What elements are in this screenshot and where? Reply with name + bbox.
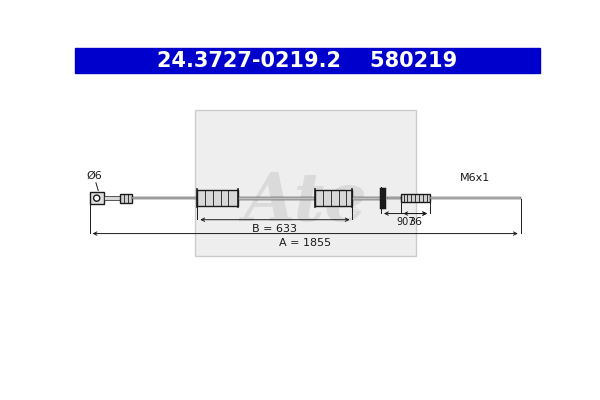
Text: A = 1855: A = 1855 xyxy=(279,238,331,248)
Bar xyxy=(75,48,540,74)
Text: M6x1: M6x1 xyxy=(460,173,490,183)
Bar xyxy=(315,190,352,206)
Bar xyxy=(104,196,120,200)
Text: ®: ® xyxy=(348,207,359,217)
Bar xyxy=(352,197,381,200)
Text: 907: 907 xyxy=(396,218,415,227)
Circle shape xyxy=(94,195,100,201)
Text: B = 633: B = 633 xyxy=(253,224,298,234)
Text: 36: 36 xyxy=(408,218,422,227)
Text: 24.3727-0219.2    580219: 24.3727-0219.2 580219 xyxy=(157,51,458,71)
Bar xyxy=(401,194,430,202)
Text: Ø6: Ø6 xyxy=(86,171,102,181)
Bar xyxy=(90,192,104,204)
Bar xyxy=(238,197,315,200)
Bar xyxy=(197,190,238,206)
Bar xyxy=(195,110,416,256)
Bar xyxy=(120,194,133,203)
Text: Ate: Ate xyxy=(244,170,367,234)
Bar xyxy=(386,197,401,199)
Bar xyxy=(133,197,197,199)
Bar xyxy=(430,197,521,199)
